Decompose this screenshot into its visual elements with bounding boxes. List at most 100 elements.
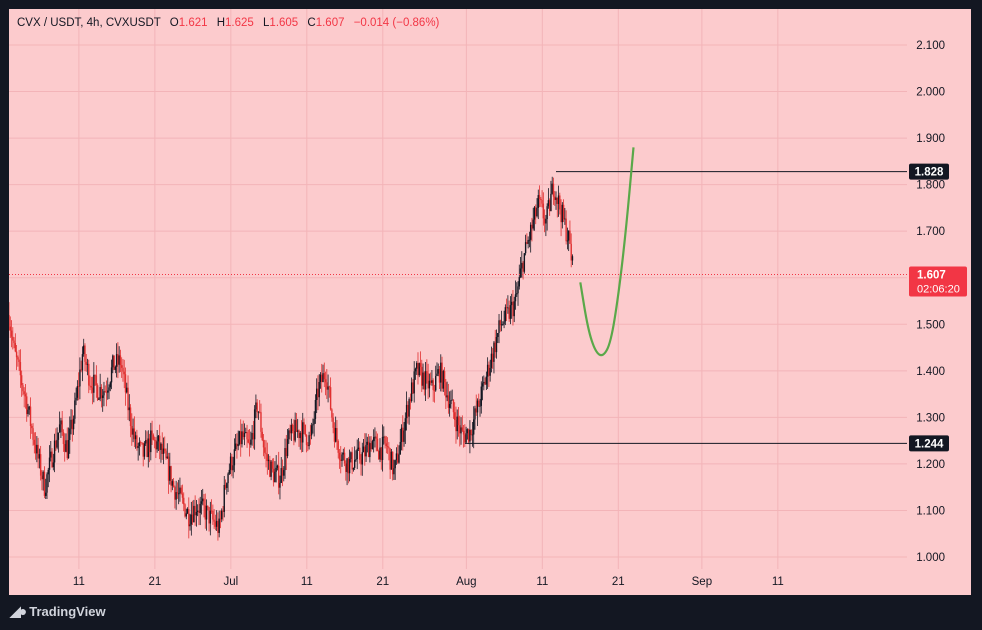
candle-body	[108, 387, 110, 391]
candle	[532, 207, 534, 231]
candle	[350, 451, 352, 463]
candle-body	[409, 399, 412, 402]
close-label: C	[307, 17, 316, 29]
candle-body	[152, 434, 155, 440]
candle	[83, 338, 85, 357]
price-axis[interactable]: 1.0001.1001.2001.3001.4001.5001.6001.700…	[916, 40, 945, 564]
candle	[127, 375, 129, 421]
candle	[535, 204, 537, 225]
candle-body	[64, 443, 66, 452]
candle	[255, 394, 257, 419]
candle-body	[503, 321, 505, 325]
candle	[565, 210, 567, 245]
candle	[108, 384, 110, 399]
candle-body	[272, 468, 275, 483]
candle-body	[385, 443, 388, 447]
candle-body	[423, 372, 426, 390]
candle-body	[226, 483, 228, 488]
candle-body	[353, 459, 356, 468]
candle-body	[523, 253, 526, 272]
candle-body	[329, 387, 332, 410]
candle	[456, 409, 458, 440]
candle	[195, 499, 198, 527]
candle	[390, 448, 393, 470]
x-tick-label: Jul	[223, 576, 238, 588]
candle-body	[284, 448, 286, 471]
candle-body	[528, 239, 531, 241]
projection-curve	[579, 147, 635, 357]
candle-body	[98, 398, 100, 400]
candle-body	[402, 427, 404, 442]
tradingview-branding[interactable]: ◢● TradingView	[10, 603, 106, 620]
candle-body	[493, 342, 495, 362]
candle-body	[404, 418, 407, 431]
candle-body	[410, 382, 413, 402]
horizontal-levels	[464, 171, 907, 444]
candle	[386, 437, 389, 454]
candle-body	[38, 454, 41, 459]
candle	[95, 365, 98, 398]
candle	[345, 460, 347, 481]
candle-body	[427, 373, 429, 389]
high-label: H	[216, 17, 226, 29]
candle	[490, 346, 493, 373]
candle-body	[186, 509, 189, 514]
candle-body	[245, 432, 247, 433]
candle-body	[400, 427, 403, 442]
candle-body	[114, 366, 117, 370]
candle	[519, 257, 522, 279]
candle	[167, 452, 170, 494]
candle	[143, 441, 146, 460]
candle	[438, 365, 441, 390]
candle-body	[486, 364, 489, 377]
candle-body	[155, 440, 157, 450]
candle-body	[271, 461, 274, 469]
candle-body	[465, 433, 467, 443]
candle	[278, 451, 280, 495]
candle	[412, 379, 414, 395]
candle	[299, 431, 301, 450]
candle-body	[304, 424, 306, 435]
candle	[355, 450, 357, 462]
candle	[351, 447, 353, 475]
candle	[183, 492, 185, 512]
candle	[252, 420, 255, 449]
candle-body	[62, 432, 65, 444]
candle	[313, 411, 315, 437]
candle	[571, 254, 574, 266]
candle	[315, 378, 318, 414]
candle-body	[105, 391, 108, 393]
price-chart[interactable]: 1.0001.1001.2001.3001.4001.5001.6001.700…	[9, 9, 971, 595]
candle-body	[479, 405, 481, 407]
chart-frame[interactable]: 1.0001.1001.2001.3001.4001.5001.6001.700…	[9, 9, 971, 595]
candle-body	[426, 371, 428, 374]
candle-body	[367, 441, 370, 458]
candle-body	[480, 386, 482, 406]
candle-body	[90, 386, 93, 388]
candle-body	[456, 416, 458, 432]
candle-body	[436, 373, 438, 377]
candle	[229, 452, 232, 475]
time-axis[interactable]: 11 21 Jul 11 21 Aug 11 21 Sep 11	[73, 576, 784, 588]
candle	[521, 251, 523, 278]
candle	[284, 438, 286, 479]
candle-body	[85, 361, 87, 365]
candle-body	[543, 218, 546, 224]
candle-body	[323, 373, 325, 380]
candle	[548, 198, 551, 216]
candle	[332, 413, 334, 434]
symbol-title[interactable]: CVX / USDT, 4h, CVXUSDT	[17, 17, 161, 29]
candle	[512, 290, 514, 326]
candle-body	[447, 395, 450, 408]
candle	[147, 430, 149, 468]
candle	[133, 416, 136, 448]
candle	[422, 363, 424, 390]
candle-body	[556, 197, 558, 204]
candle-body	[183, 497, 185, 505]
candle	[150, 422, 152, 461]
candle-body	[466, 429, 469, 434]
candle	[465, 426, 467, 444]
candle-body	[379, 447, 381, 460]
candle	[462, 424, 465, 448]
candle-body	[204, 505, 206, 520]
